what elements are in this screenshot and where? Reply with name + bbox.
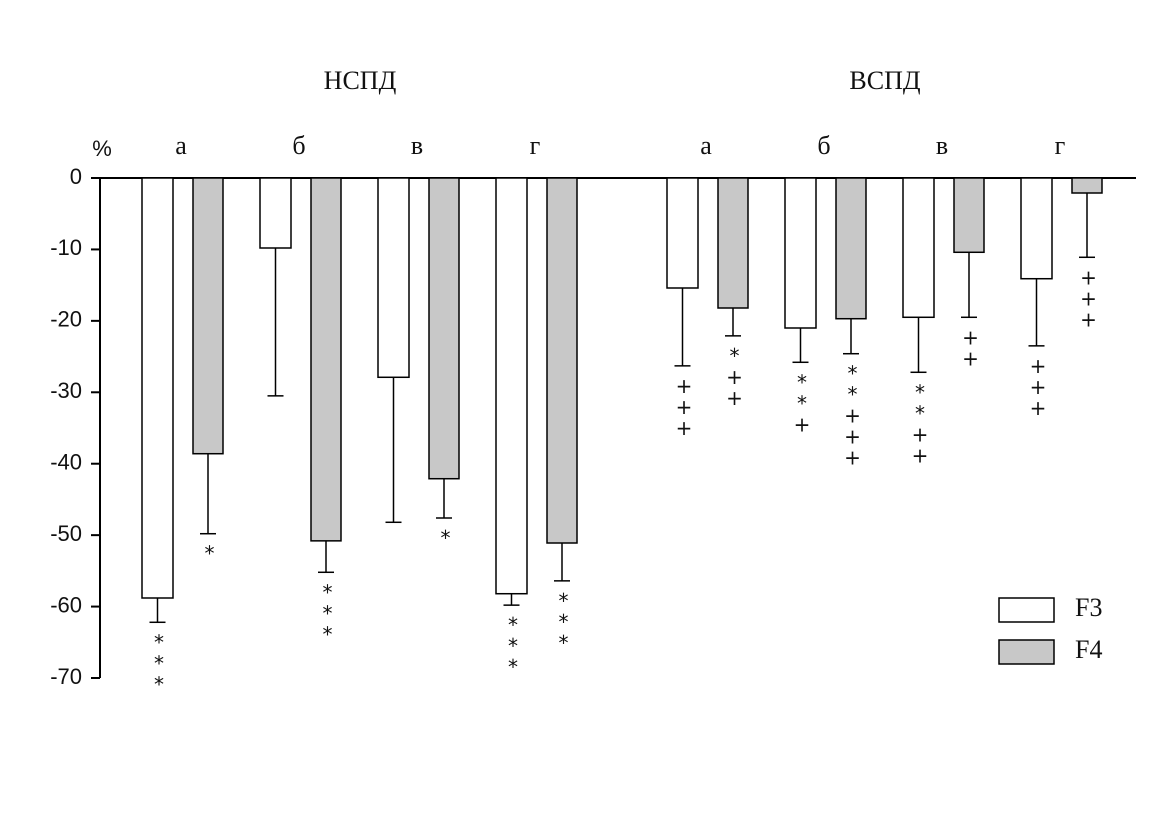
significance-mark: **+ — [790, 370, 814, 433]
y-tick-label: 0 — [70, 164, 82, 189]
y-axis-label: % — [92, 136, 112, 161]
bar — [784, 177, 817, 329]
significance-mark: * — [434, 526, 458, 547]
significance-mark: *** — [501, 613, 525, 676]
x-tick-label: г — [1055, 131, 1066, 160]
bar — [835, 177, 867, 320]
legend-label: F4 — [1075, 635, 1102, 664]
significance-mark: ++ — [959, 325, 983, 367]
bar — [953, 177, 985, 254]
x-tick-label: б — [817, 131, 830, 160]
x-tick-label: а — [175, 131, 187, 160]
significance-mark: *** — [316, 580, 340, 643]
x-tick-label: в — [936, 131, 948, 160]
bar — [717, 177, 749, 309]
bar — [141, 177, 174, 599]
bar — [546, 177, 578, 544]
bar — [192, 177, 224, 455]
bar — [310, 177, 342, 542]
bar — [1020, 177, 1053, 280]
significance-mark: *** — [147, 630, 171, 693]
legend-label: F3 — [1075, 593, 1102, 622]
group-label: ВСПД — [849, 66, 920, 95]
significance-mark: +++ — [672, 374, 696, 437]
legend-swatch — [998, 597, 1055, 623]
bar — [495, 177, 528, 595]
x-tick-label: б — [292, 131, 305, 160]
significance-mark: +++ — [1077, 265, 1101, 328]
legend-swatch — [998, 639, 1055, 665]
x-tick-label: а — [700, 131, 712, 160]
y-tick-label: -20 — [50, 307, 82, 332]
bar — [666, 177, 699, 289]
y-tick-label: -60 — [50, 592, 82, 617]
bar — [428, 177, 460, 480]
bar — [1071, 177, 1103, 194]
significance-mark: *** — [552, 589, 576, 652]
y-tick-label: -40 — [50, 450, 82, 475]
significance-mark: +++ — [1026, 354, 1050, 417]
y-tick-label: -50 — [50, 521, 82, 546]
bar — [377, 177, 410, 379]
x-tick-label: г — [530, 131, 541, 160]
bar — [902, 177, 935, 319]
y-tick-label: -30 — [50, 378, 82, 403]
group-label: НСПД — [324, 66, 397, 95]
x-tick-label: в — [411, 131, 423, 160]
bar — [259, 177, 292, 249]
significance-mark: *++ — [723, 344, 747, 407]
significance-mark: **++ — [908, 380, 932, 464]
y-tick-label: -10 — [50, 235, 82, 260]
significance-mark: **+++ — [841, 362, 865, 467]
y-tick-label: -70 — [50, 664, 82, 689]
significance-mark: * — [198, 542, 222, 563]
